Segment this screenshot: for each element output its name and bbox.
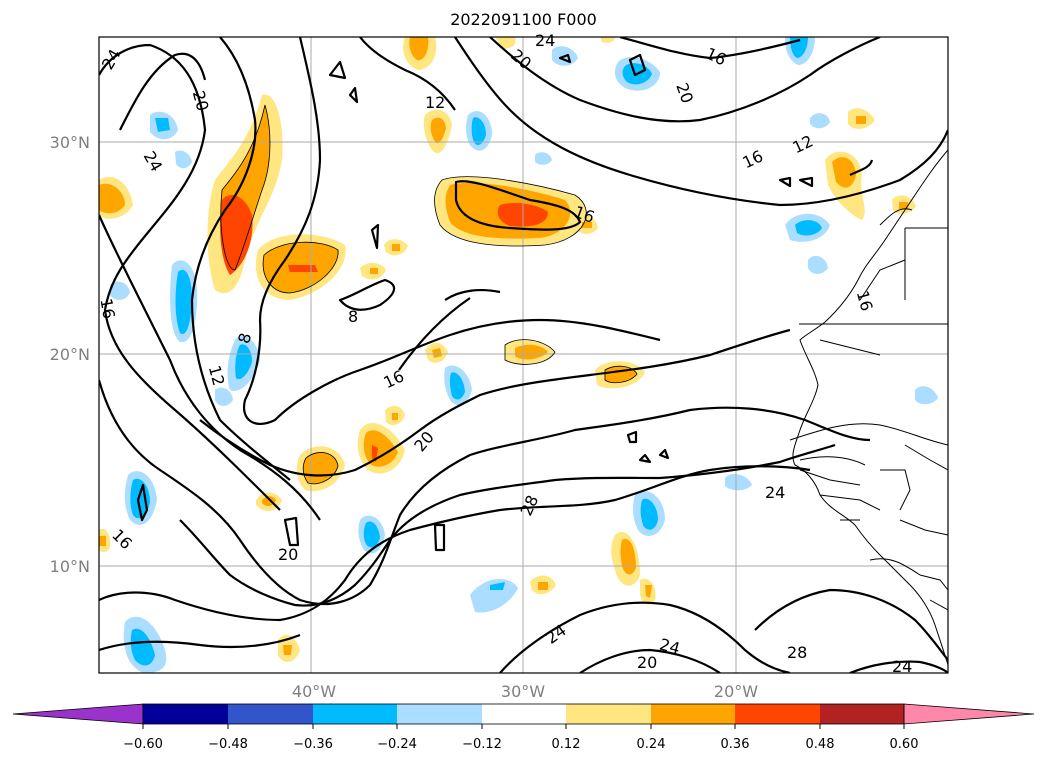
- lon-label-40w: 40°W: [292, 682, 336, 701]
- graticule: [99, 37, 948, 673]
- positive-anomaly-areas: [99, 37, 916, 662]
- lon-label-30w: 30°W: [501, 682, 545, 701]
- contour-label: 24: [535, 31, 555, 50]
- shaded-field: [99, 37, 938, 673]
- colorbar-extend-min: [12, 703, 144, 725]
- contour-lines: [99, 37, 948, 673]
- colorbar-outline: [142, 703, 905, 725]
- colorbar-bin: [228, 704, 313, 724]
- contour-label: 8: [234, 331, 255, 346]
- lat-label-20n: 20°N: [50, 345, 90, 364]
- lon-label-20w: 20°W: [714, 682, 758, 701]
- lat-label-30n: 30°N: [50, 133, 90, 152]
- contour-label: 24: [657, 635, 682, 659]
- colorbar-tick: −0.24: [377, 737, 417, 752]
- lat-label-10n: 10°N: [50, 557, 90, 576]
- axis-labels: 30°N 20°N 10°N 40°W 30°W 20°W: [50, 133, 759, 701]
- contour-label: 16: [381, 366, 407, 392]
- contour-label: 24: [140, 148, 167, 175]
- colorbar-tick: −0.60: [123, 737, 163, 752]
- colorbar-tick: −0.36: [293, 737, 333, 752]
- contour-label: 20: [189, 89, 213, 114]
- colorbar-bin: [313, 704, 397, 724]
- colorbar-tick: 0.12: [552, 737, 581, 752]
- colorbar-bin: [651, 704, 735, 724]
- colorbar-bin: [820, 704, 904, 724]
- map-frame: [98, 36, 949, 674]
- contour-label: 20: [410, 428, 438, 456]
- colorbar-bin: [397, 704, 482, 724]
- colorbar-tick: 0.48: [806, 737, 835, 752]
- colorbar-bin: [566, 704, 651, 724]
- contour-label: 28: [517, 492, 543, 518]
- contour-label: 12: [205, 363, 229, 388]
- colorbar-bin: [482, 704, 566, 724]
- colorbar-bin: [143, 704, 228, 724]
- contour-label: 12: [425, 93, 445, 112]
- colorbar-tick: −0.12: [462, 737, 502, 752]
- contour-label: 20: [507, 45, 535, 73]
- colorbar-bin: [735, 704, 820, 724]
- contour-label: 12: [790, 131, 816, 157]
- contour-label: 20: [637, 653, 657, 672]
- contour-label: 20: [278, 545, 298, 564]
- negative-anomaly-areas: [110, 37, 938, 673]
- contour-label: 24: [892, 657, 912, 676]
- contour-label: 8: [348, 307, 358, 326]
- contour-label: 24: [765, 483, 785, 502]
- contour-label: 20: [672, 80, 697, 106]
- contour-label: 24: [542, 621, 570, 648]
- contour-label: 16: [96, 297, 118, 320]
- colorbar-tick: −0.48: [208, 737, 248, 752]
- map-title: 2022091100 F000: [450, 10, 597, 29]
- colorbar-tick: 0.24: [637, 737, 666, 752]
- contour-label: 16: [740, 146, 766, 172]
- colorbar-tick: 0.36: [721, 737, 750, 752]
- coastlines: [789, 149, 948, 666]
- contour-label: 16: [703, 44, 729, 70]
- colorbar-extend-max: [903, 703, 1035, 725]
- contour-label: 16: [853, 289, 877, 314]
- thin-contours: [220, 104, 638, 485]
- colorbar-tick: 0.60: [890, 737, 919, 752]
- contour-label: 16: [108, 525, 136, 553]
- colorbar: −0.60 −0.48 −0.36 −0.24 −0.12 0.12 0.24 …: [12, 703, 1035, 752]
- contour-label: 28: [787, 643, 807, 662]
